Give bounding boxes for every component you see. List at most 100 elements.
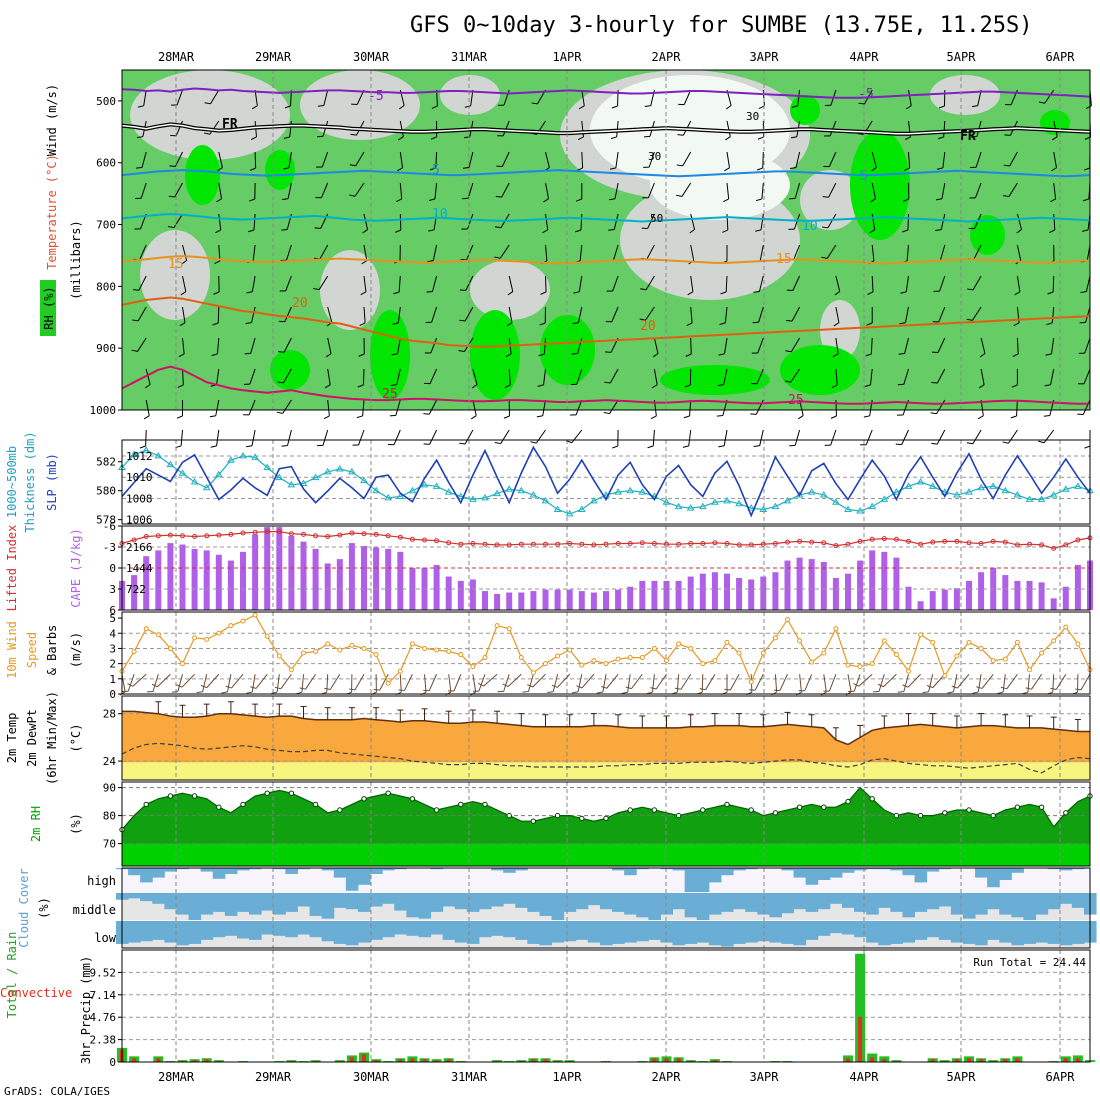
wind-barb: [319, 244, 329, 260]
li-point: [131, 537, 137, 543]
wind-barb: [355, 151, 365, 166]
isotherm-line: [121, 169, 1091, 178]
thickness-point: [348, 467, 356, 475]
wind-speed-point: [446, 648, 452, 654]
wind-barb-feather: [791, 105, 798, 108]
li-point: [893, 536, 899, 542]
wind-barb: [826, 244, 837, 259]
wind-barb-feather: [282, 198, 289, 201]
wind-barb: [399, 674, 402, 693]
cloud-cover-cell: [236, 921, 250, 939]
wind-barb-feather: [1002, 441, 1009, 444]
wind-barb-feather: [244, 352, 251, 355]
bottom-date-label: 6APR: [1046, 1070, 1076, 1084]
cloud-cover-cell: [224, 893, 238, 916]
rh-point: [821, 804, 827, 810]
pressure-tick-label: 600: [96, 157, 116, 170]
thickness-point: [469, 495, 477, 502]
cloud-cover-cell: [1059, 921, 1073, 946]
thickness-point: [614, 488, 622, 495]
wind-barb: [399, 213, 402, 231]
wind-barb: [760, 213, 764, 230]
wind-barb: [1053, 213, 1056, 230]
wind-barb-feather: [972, 691, 979, 694]
cloud-cover-cell: [612, 893, 625, 912]
precip-tick-label: 0: [109, 1056, 116, 1069]
wind-barb-feather: [902, 229, 909, 233]
cloud-cover-cell: [575, 921, 589, 940]
wind-barb: [980, 337, 986, 354]
thickness-point: [577, 505, 586, 513]
li-point: [349, 530, 355, 536]
cape-bar: [820, 562, 827, 610]
wind-barb: [907, 673, 921, 688]
wind-barb: [940, 213, 946, 230]
thickness-point: [940, 488, 949, 495]
isotherm-label: -5: [368, 89, 384, 104]
rh-contour-label: 30: [648, 150, 661, 163]
cape-bar: [167, 543, 174, 610]
cape-bar: [893, 557, 900, 610]
wind-barb-feather: [1051, 167, 1057, 172]
wind-barb-feather: [903, 167, 910, 171]
wind-barb: [464, 306, 474, 322]
wind-speed-point: [906, 668, 911, 674]
wind-barb-feather: [612, 445, 618, 449]
precip-convective-bar: [446, 1059, 451, 1062]
rh-high-zone: [470, 310, 520, 400]
wind-barb: [354, 674, 365, 691]
li-point: [409, 536, 415, 542]
cloud-cover-cell: [382, 893, 395, 904]
wind-barb: [799, 674, 802, 693]
wind-barb-feather: [967, 288, 974, 291]
cloud-cover-cell: [793, 868, 807, 878]
rh-point: [1063, 810, 1069, 816]
top-date-label: 4APR: [850, 50, 880, 64]
cloud-units-label: (%): [37, 897, 51, 919]
cape-bar: [482, 591, 488, 610]
cloud-cover-cell: [261, 893, 274, 911]
cloud-cover-cell: [261, 921, 274, 935]
li-axis-label: Lifted Index: [5, 525, 19, 612]
precip-convective-bar: [1003, 1059, 1008, 1062]
rh-contour-label: 50: [650, 212, 663, 225]
cloud-cover-cell: [962, 893, 976, 919]
cloud-cover-cell: [805, 868, 819, 885]
wind-barb-feather: [246, 445, 253, 448]
cloud-cover-cell: [539, 921, 553, 946]
wind-barb: [121, 674, 126, 693]
cloud-cover-cell: [624, 921, 637, 943]
wind-barb: [652, 429, 655, 446]
wind-barb-feather: [284, 105, 291, 109]
wind-barb: [828, 182, 837, 198]
thickness-line: [121, 449, 1091, 515]
wind-speed-point: [1027, 667, 1032, 673]
wind-barb: [327, 368, 331, 385]
wind-barb-feather: [276, 411, 283, 414]
wind-barb: [429, 368, 438, 384]
wind-speed-point: [555, 653, 561, 659]
thickness-point: [977, 483, 985, 491]
rh-point: [312, 801, 319, 808]
thickness-point: [565, 509, 574, 517]
cloud-cover-cell: [866, 893, 879, 915]
wind-barb: [435, 151, 438, 169]
cloud-cover-cell: [418, 893, 432, 919]
wind-barb-feather: [168, 195, 175, 198]
isotherm-line: [121, 365, 1090, 405]
wind-barb-feather: [362, 229, 368, 234]
wind-barb: [758, 275, 764, 292]
cloud-cover-cell: [478, 893, 492, 910]
top-date-label: 2APR: [652, 50, 682, 64]
wind-barb: [399, 120, 404, 137]
wind-barb: [1006, 673, 1018, 690]
thickness-point: [1013, 491, 1022, 498]
wind-barb: [611, 306, 619, 322]
cloud-cover-cell: [188, 893, 202, 920]
slp-tick-label: 1006: [126, 514, 153, 527]
wind-barb-feather: [578, 105, 585, 110]
precip-convective-bar: [531, 1059, 536, 1062]
thickness-point: [456, 492, 465, 499]
thickness-point: [723, 496, 731, 504]
cloud-cover-cell: [394, 893, 407, 911]
